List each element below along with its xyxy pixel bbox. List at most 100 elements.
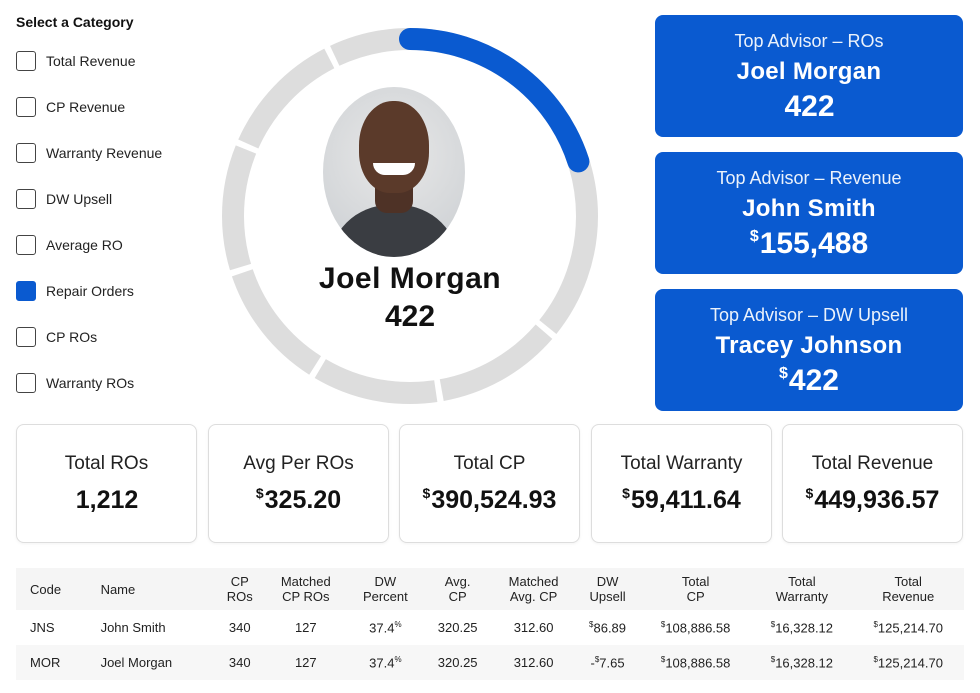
column-header[interactable]: Code <box>16 568 87 610</box>
table-row[interactable]: JNS John Smith 340 127 37.4% 320.25 312.60 $86.… <box>16 610 964 645</box>
category-checkbox[interactable] <box>16 281 36 301</box>
table-cell-total-cp: $108,886.58 <box>639 645 752 680</box>
donut-chart: Joel Morgan 422 <box>222 14 602 404</box>
table-cell-dw-percent: 37.4% <box>369 619 402 636</box>
category-option[interactable]: Average RO <box>16 234 216 256</box>
top-advisor-card: Top Advisor – Revenue John Smith $155,488 <box>655 152 963 274</box>
stat-value: $59,411.64 <box>592 485 771 515</box>
category-checkbox[interactable] <box>16 51 36 71</box>
stat-number: 390,524.93 <box>431 486 557 514</box>
stat-number: 325.20 <box>264 486 342 514</box>
category-label: Repair Orders <box>46 283 134 299</box>
sidebar-title: Select a Category <box>16 14 134 30</box>
table-cell-dw-percent: 37.4% <box>347 645 424 680</box>
top-advisor-title: Top Advisor – ROs <box>734 31 884 51</box>
stat-card: Total Warranty $59,411.64 <box>591 424 772 543</box>
category-label: CP ROs <box>46 329 98 345</box>
table-cell-total-revenue: $125,214.70 <box>873 619 943 636</box>
table-header-row: Code Name CP ROs Matched CP ROs DW Percent Avg. C… <box>16 568 964 610</box>
top-advisor-name: Joel Morgan <box>736 58 882 85</box>
table-cell-matched-cp-ros: 127 <box>294 620 317 635</box>
category-label: Warranty Revenue <box>46 145 163 161</box>
category-label: Warranty ROs <box>46 375 135 391</box>
currency-symbol: $ <box>779 365 788 382</box>
column-header[interactable]: CP ROs <box>215 568 265 610</box>
donut-advisor-name: Joel Morgan <box>318 262 502 295</box>
stat-label: Total ROs <box>64 453 149 474</box>
top-advisor-name: John Smith <box>742 195 876 222</box>
currency-symbol: $ <box>255 485 264 501</box>
stat-number: 1,212 <box>75 486 139 514</box>
table-cell-code: MOR <box>16 645 87 680</box>
top-advisor-card: Top Advisor – ROs Joel Morgan 422 <box>655 15 963 137</box>
table-cell-dw-upsell: -$7.65 <box>575 645 640 680</box>
column-header[interactable]: Total Warranty <box>751 568 853 610</box>
currency-symbol: $ <box>805 485 814 501</box>
table-cell-cp-ros: 340 <box>228 620 251 635</box>
stat-card: Total CP $390,524.93 <box>399 424 580 543</box>
stat-value: 1,212 <box>17 485 196 515</box>
category-checkbox[interactable] <box>16 373 36 393</box>
stat-card: Avg Per ROs $325.20 <box>208 424 389 543</box>
advisor-table: Code Name CP ROs Matched CP ROs DW Percent Avg. C… <box>16 568 964 680</box>
top-advisor-value: 422 <box>655 90 963 124</box>
category-option[interactable]: DW Upsell <box>16 188 216 210</box>
top-advisor-number: 422 <box>784 90 835 123</box>
category-option[interactable]: Warranty Revenue <box>16 142 216 164</box>
currency-symbol: $ <box>422 485 431 501</box>
table-cell-avg-cp: 320.25 <box>437 620 478 635</box>
stat-card: Total Revenue $449,936.57 <box>782 424 963 543</box>
column-header[interactable]: DW Upsell <box>575 568 640 610</box>
stat-label: Total Warranty <box>620 453 743 474</box>
category-checkbox[interactable] <box>16 327 36 347</box>
top-advisor-title: Top Advisor – DW Upsell <box>709 305 909 325</box>
table-cell-dw-upsell: $86.89 <box>589 619 627 636</box>
stat-label: Total CP <box>453 453 526 474</box>
advisor-avatar <box>323 87 465 257</box>
donut-progress-arc <box>222 28 598 404</box>
category-option[interactable]: Total Revenue <box>16 50 216 72</box>
category-label: DW Upsell <box>46 191 113 207</box>
currency-symbol: $ <box>749 228 759 245</box>
category-label: Total Revenue <box>46 53 136 69</box>
stat-number: 449,936.57 <box>814 486 940 514</box>
table-row[interactable]: MOR Joel Morgan 340 127 37.4% 320.25 312.60 -$7… <box>16 645 964 680</box>
stat-value: $449,936.57 <box>783 485 962 515</box>
stat-value: $390,524.93 <box>400 485 579 515</box>
category-option[interactable]: Repair Orders <box>16 280 216 302</box>
column-header[interactable]: Name <box>86 568 216 610</box>
stat-label: Avg Per ROs <box>243 453 354 474</box>
column-header[interactable]: Avg. CP <box>423 568 492 610</box>
column-header[interactable]: Matched CP ROs <box>264 568 348 610</box>
stat-card: Total ROs 1,212 <box>16 424 197 543</box>
table-cell-avg-cp: 320.25 <box>423 645 492 680</box>
table-cell-total-warranty: $16,328.12 <box>770 619 834 636</box>
stat-number: 59,411.64 <box>630 486 741 514</box>
top-advisor-title: Top Advisor – Revenue <box>716 168 902 188</box>
top-advisor-number: 155,488 <box>759 227 869 260</box>
category-checkbox[interactable] <box>16 143 36 163</box>
top-advisor-number: 422 <box>788 364 839 397</box>
column-header[interactable]: Total Revenue <box>852 568 964 610</box>
table-cell-matched-avg-cp: 312.60 <box>513 620 554 635</box>
category-checkbox[interactable] <box>16 235 36 255</box>
top-advisor-value: $155,488 <box>655 227 963 261</box>
table-cell-code: JNS <box>30 620 55 635</box>
category-checkbox[interactable] <box>16 97 36 117</box>
category-option[interactable]: CP Revenue <box>16 96 216 118</box>
column-header[interactable]: DW Percent <box>347 568 424 610</box>
category-sidebar: Select a Category Total Revenue CP Revenu… <box>16 14 216 418</box>
category-option[interactable]: CP ROs <box>16 326 216 348</box>
top-advisor-name: Tracey Johnson <box>715 332 903 359</box>
category-label: Average RO <box>46 237 123 253</box>
stat-value: $325.20 <box>209 485 388 515</box>
column-header[interactable]: Matched Avg. CP <box>491 568 576 610</box>
table-cell-total-warranty: $16,328.12 <box>751 645 853 680</box>
top-advisor-value: $422 <box>655 364 963 398</box>
table-cell-total-cp: $108,886.58 <box>660 619 731 636</box>
table-cell-matched-avg-cp: 312.60 <box>491 645 576 680</box>
table-cell-total-revenue: $125,214.70 <box>852 645 964 680</box>
category-checkbox[interactable] <box>16 189 36 209</box>
column-header[interactable]: Total CP <box>639 568 752 610</box>
category-option[interactable]: Warranty ROs <box>16 372 216 394</box>
